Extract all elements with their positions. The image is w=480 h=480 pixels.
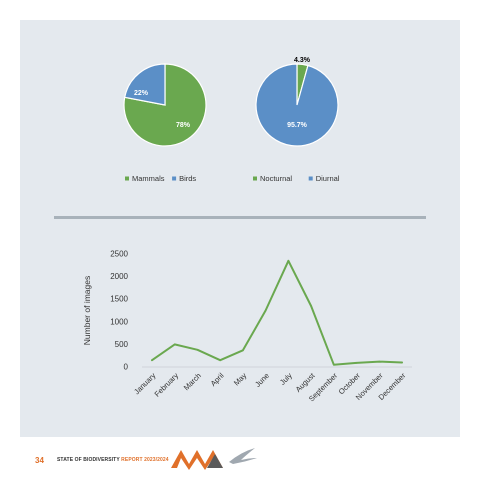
pie-data-label-mammals: 78% <box>176 122 191 129</box>
data-point-june <box>264 309 267 312</box>
y-tick-label: 500 <box>115 340 129 349</box>
data-point-february <box>173 343 176 346</box>
pie-slice-birds <box>124 63 166 106</box>
legend-label-nocturnal: Nocturnal <box>260 174 292 183</box>
report-title-accent: REPORT 2023/2024 <box>121 457 169 463</box>
y-tick-label: 0 <box>124 363 129 372</box>
section-divider <box>54 216 426 219</box>
legend-label-birds: Birds <box>179 174 196 183</box>
data-point-july <box>287 259 290 262</box>
series-line-0 <box>151 259 403 366</box>
data-point-april <box>219 359 221 362</box>
x-tick-label-february: February <box>153 371 181 399</box>
pie-data-label-diurnal: 95.7% <box>287 122 308 129</box>
page-number: 34 <box>35 456 44 465</box>
organization-logo <box>171 448 257 470</box>
data-point-november <box>378 360 381 363</box>
pie-data-label-birds: 22% <box>134 90 149 97</box>
page-footer: 34 STATE OF BIODIVERSITY REPORT 2023/202… <box>35 448 475 474</box>
data-point-march <box>196 349 199 351</box>
x-tick-label-july: July <box>278 371 294 387</box>
data-point-september <box>333 363 335 366</box>
report-title-main: STATE OF BIODIVERSITY <box>57 457 120 463</box>
data-point-october <box>355 362 358 364</box>
y-tick-label: 1500 <box>110 295 128 304</box>
x-tick-label-april: April <box>209 371 226 388</box>
legend-swatch-mammals <box>125 176 129 181</box>
pie-data-label-nocturnal: 4.3% <box>294 57 311 64</box>
content-panel: 78% 22% Mammals Birds 4.3% 95.7% Nocturnal Diur… <box>20 20 460 437</box>
legend-swatch-nocturnal <box>253 176 257 181</box>
data-point-january <box>151 359 153 362</box>
data-point-august <box>310 305 312 307</box>
x-tick-label-june: June <box>253 371 271 389</box>
x-tick-label-may: May <box>232 371 249 388</box>
legend-swatch-diurnal <box>308 176 313 181</box>
y-tick-label: 2500 <box>110 250 128 259</box>
logo-bird-icon <box>229 448 257 464</box>
charts-svg: 78% 22% Mammals Birds 4.3% 95.7% Nocturnal Diur… <box>82 57 412 403</box>
legend-label-diurnal: Diurnal <box>316 174 340 183</box>
y-axis-label: Number of images <box>82 276 92 345</box>
legend-swatch-birds <box>172 176 177 181</box>
data-point-may <box>242 349 244 352</box>
logo-grey-peak <box>207 454 223 468</box>
report-title: STATE OF BIODIVERSITY REPORT 2023/2024 <box>57 457 169 463</box>
legend-label-mammals: Mammals <box>132 174 165 183</box>
x-tick-label-march: March <box>182 371 203 392</box>
data-point-december <box>401 361 403 364</box>
y-tick-label: 1000 <box>110 317 128 326</box>
pie-slice-diurnal <box>255 63 339 147</box>
y-tick-label: 2000 <box>110 272 128 281</box>
